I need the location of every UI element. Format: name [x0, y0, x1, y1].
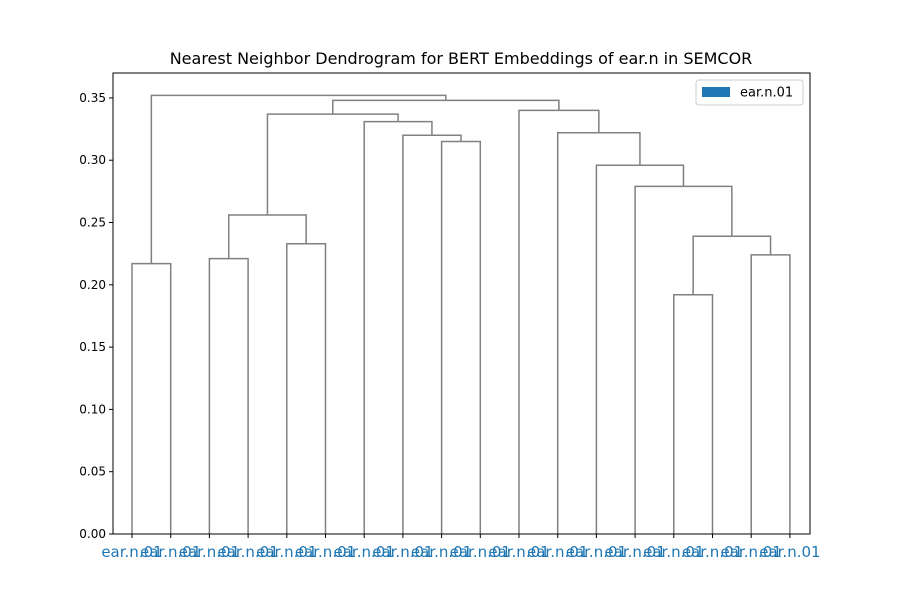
leaf-label: ear.n.01	[604, 543, 665, 561]
y-tick-label: 0.25	[79, 216, 106, 230]
axes-frame	[112, 72, 811, 535]
dendrogram-link	[556, 132, 641, 534]
dendrogram-link	[150, 94, 447, 264]
leaf-label: ear.n.01	[566, 543, 627, 561]
leaf-label: ear.n.01	[721, 543, 782, 561]
dendrogram-link	[131, 262, 172, 534]
dendrogram-link	[286, 242, 327, 534]
dendrogram-links	[131, 94, 791, 534]
y-tick-label: 0.35	[79, 91, 106, 105]
leaf-label: ear.n.01	[101, 543, 162, 561]
leaf-label: ear.n.01	[759, 543, 820, 561]
leaf-label: ear.n.01	[256, 543, 317, 561]
dendrogram-link	[228, 214, 307, 259]
dendrogram-link	[750, 254, 791, 534]
y-tick-label: 0.30	[79, 153, 106, 167]
dendrogram-link	[692, 235, 772, 295]
dendrogram-link	[634, 185, 733, 534]
legend-swatch	[702, 87, 730, 97]
dendrogram-link	[363, 120, 433, 534]
leaf-label: ear.n.01	[411, 543, 472, 561]
leaf-label: ear.n.01	[295, 543, 356, 561]
legend: ear.n.01	[695, 79, 804, 106]
leaf-label: ear.n.01	[140, 543, 201, 561]
legend-label: ear.n.01	[740, 86, 793, 101]
dendrogram-link	[402, 134, 462, 534]
legend-box	[695, 79, 804, 106]
dendrogram-link	[332, 99, 560, 115]
dendrogram-link	[595, 164, 685, 534]
y-tick-label: 0.05	[79, 465, 106, 479]
y-axis: 0.00 0.05 0.10 0.15 0.20 0.25 0.30 0.35	[79, 91, 113, 541]
dendrogram-link	[440, 140, 482, 534]
leaf-label: ear.n.01	[643, 543, 704, 561]
x-axis-leaf-labels: ear.n.01ear.n.01ear.n.01ear.n.01ear.n.01…	[101, 534, 821, 561]
leaf-label: ear.n.01	[450, 543, 511, 561]
chart-title: Nearest Neighbor Dendrogram for BERT Emb…	[170, 49, 753, 68]
leaf-label: ear.n.01	[179, 543, 240, 561]
y-tick-label: 0.10	[79, 402, 106, 416]
leaf-label: ear.n.01	[527, 543, 588, 561]
leaf-label: ear.n.01	[488, 543, 549, 561]
dendrogram-link	[266, 113, 399, 216]
leaf-label: ear.n.01	[372, 543, 433, 561]
dendrogram-link	[673, 294, 714, 534]
leaf-label: ear.n.01	[334, 543, 395, 561]
y-tick-label: 0.20	[79, 278, 106, 292]
leaf-label: ear.n.01	[217, 543, 278, 561]
dendrogram-link	[208, 257, 249, 534]
dendrogram-link	[518, 109, 600, 534]
leaf-label: ear.n.01	[682, 543, 743, 561]
y-tick-label: 0.15	[79, 340, 106, 354]
y-tick-label: 0.00	[79, 527, 106, 541]
